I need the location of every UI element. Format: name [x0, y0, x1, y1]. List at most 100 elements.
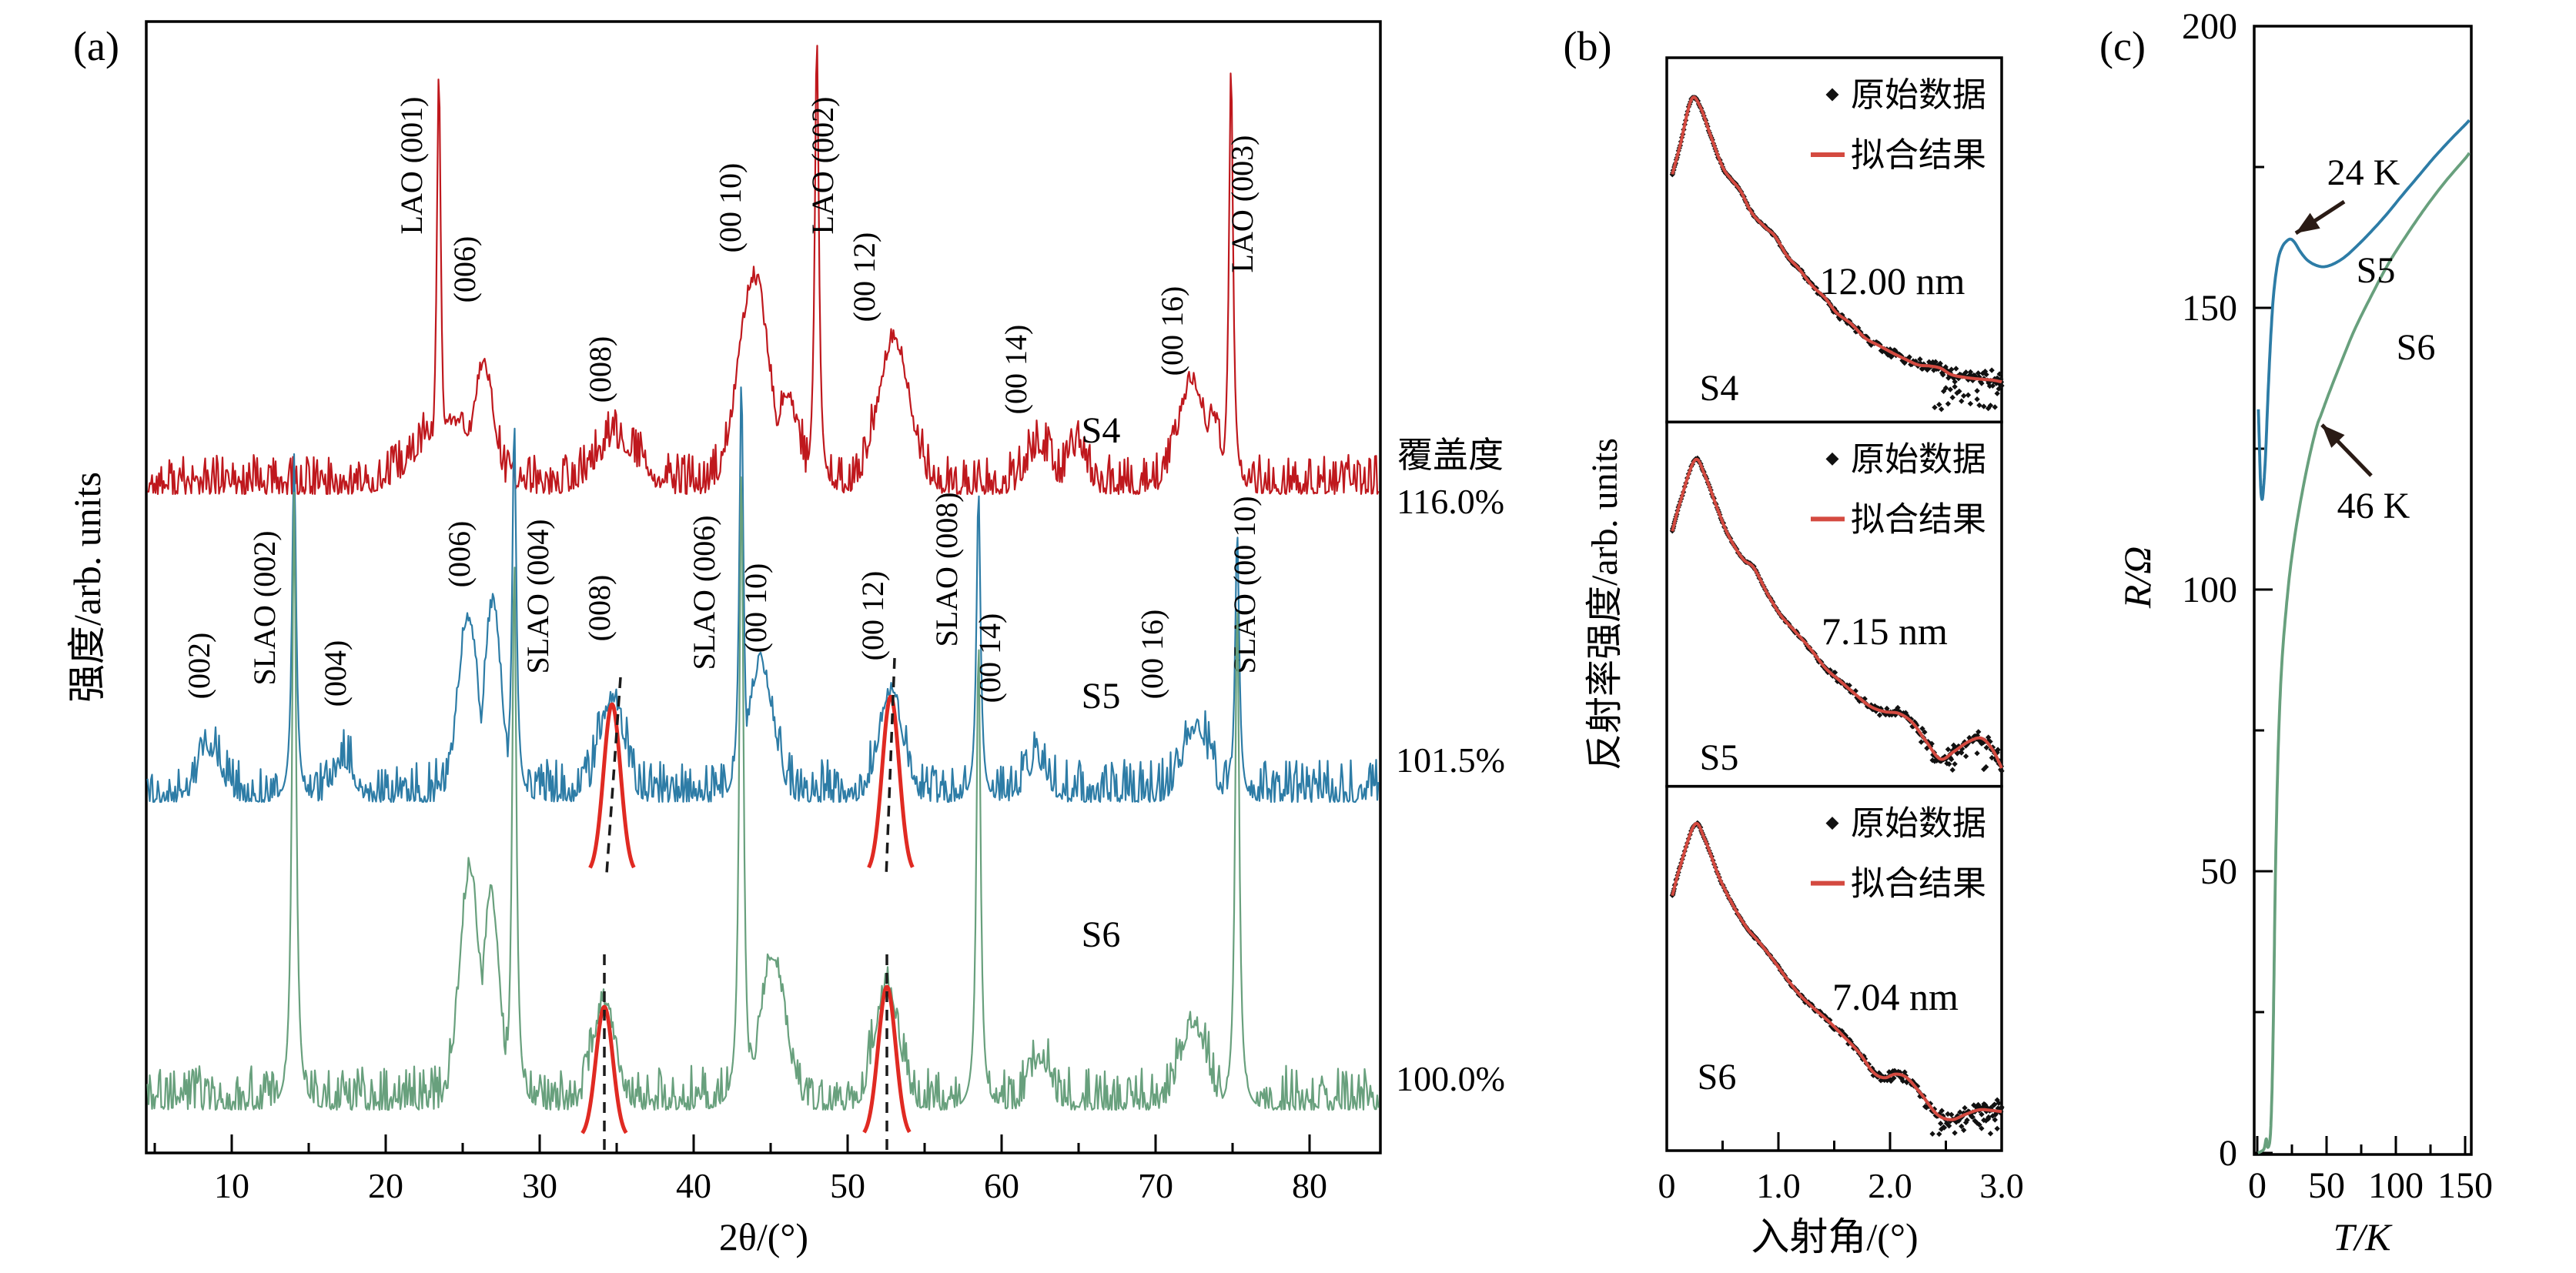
x-tick-label: 30 — [522, 1166, 557, 1205]
x-tick-label: 10 — [214, 1166, 249, 1205]
peak-label: (00 12) — [855, 571, 890, 661]
xrr-data-dot — [1939, 406, 1945, 413]
xrr-data-dot — [1961, 393, 1967, 399]
xrr-data-dot — [1929, 1131, 1935, 1137]
x-tick-label: 20 — [368, 1166, 403, 1205]
x-tick-label: 1.0 — [1756, 1166, 1801, 1205]
peak-label: (00 14) — [999, 325, 1033, 415]
y-tick-label: 200 — [2182, 6, 2237, 47]
xrr-data-dot — [1945, 400, 1952, 407]
xrr-fit-S5 — [1671, 457, 2003, 769]
legend-fit-label: 拟合结果 — [1851, 136, 1986, 174]
xrr-data-dot — [1979, 1125, 1985, 1131]
xrr-data-dot — [1947, 386, 1953, 393]
peak-label: LAO (002) — [805, 97, 840, 235]
legend-fit-label: 拟合结果 — [1851, 865, 1986, 903]
xrr-data-dot — [1987, 1131, 1994, 1137]
peak-label: (00 10) — [713, 163, 748, 253]
legend-diamond-icon — [1825, 452, 1839, 466]
panel-c: 0 50 100 150 200 0 50 100 150 — [2182, 6, 2493, 1206]
xrr-data-dot — [1936, 401, 1942, 408]
xrr-data-dot — [1994, 1125, 2000, 1132]
xrr-data-dot — [1961, 1127, 1967, 1134]
xrr-data-dot — [1985, 1116, 1992, 1122]
gaussian-fit-0 — [588, 702, 636, 869]
legend-data-label: 原始数据 — [1851, 805, 1986, 843]
legend-diamond-icon — [1825, 88, 1839, 102]
xrr-data-dot — [1969, 1114, 1975, 1121]
xrr-data-dot — [1976, 1121, 1982, 1128]
y-tick-label: 150 — [2182, 288, 2237, 329]
y-tick-label: 50 — [2200, 851, 2237, 892]
xrr-data-dot — [1952, 760, 1958, 767]
xrr-data-dot — [1962, 1119, 1969, 1126]
xrr-data-dot — [1994, 390, 2000, 396]
xrr-data-dot — [1888, 1078, 1894, 1084]
peak-label: SLAO (002) — [247, 530, 282, 685]
xrr-data-dot — [1959, 1123, 1965, 1130]
xrr-data-dot — [1953, 366, 1959, 372]
peak-label: SLAO (004) — [520, 519, 555, 673]
xrd-trace-S6 — [146, 476, 1380, 1111]
peak-label: (002) — [182, 633, 216, 700]
xrr-data-dot — [1945, 746, 1952, 753]
x-tick-label: 70 — [1138, 1166, 1173, 1205]
xrr-data-dot — [1996, 1100, 2002, 1106]
x-tick-label: 40 — [676, 1166, 711, 1205]
gaussian-fit-3 — [862, 984, 912, 1134]
xrr-data-dot — [1979, 1111, 1985, 1118]
x-tick-label: 50 — [830, 1166, 865, 1205]
xrr-data-dot — [1959, 398, 1965, 404]
x-tick-label: 100 — [2368, 1165, 2424, 1206]
x-tick-label: 60 — [984, 1166, 1019, 1205]
xrr-data-dot — [1976, 402, 1982, 409]
peak-label: SLAO (00 10) — [1227, 496, 1262, 673]
x-tick-label: 50 — [2308, 1165, 2345, 1206]
xrr-data-dot — [1932, 404, 1938, 411]
xrr-data-dot — [1974, 396, 1980, 403]
xrr-data-dot — [1967, 400, 1974, 407]
xrr-data-dot — [1949, 1111, 1955, 1118]
x-tick-label: 0 — [1658, 1166, 1676, 1205]
xrr-data-dot — [1949, 394, 1955, 401]
peak-label: (006) — [442, 521, 477, 588]
xrr-data-dot — [1952, 383, 1958, 390]
xrr-data-dot — [1949, 767, 1955, 773]
x-tick-label: 0 — [2248, 1165, 2267, 1206]
gaussian-fit-1 — [867, 694, 915, 869]
xrr-data-dot — [1938, 1121, 1944, 1127]
peak-label: (008) — [582, 575, 617, 642]
xrr-fit-S6 — [1671, 821, 2003, 1121]
legend-data-label: 原始数据 — [1851, 76, 1986, 114]
xrr-data-dot — [1983, 763, 1989, 770]
peak-label: (008) — [583, 336, 617, 403]
rt-curve-S6 — [2257, 152, 2471, 1154]
dashed-guide-0 — [605, 677, 622, 874]
x-tick-label: 2.0 — [1868, 1166, 1912, 1205]
xrr-data-dot — [1945, 1111, 1951, 1118]
panel-a-frame — [145, 20, 1382, 1154]
panel-a: 10 20 30 40 50 60 70 80 LAO (001) (006) (008) (00 1… — [145, 20, 1382, 1205]
peak-label: (004) — [318, 640, 353, 707]
xrr-data-dot — [1945, 1123, 1952, 1129]
xrd-trace-S4 — [147, 45, 1380, 496]
xrr-data-dot — [1936, 1131, 1942, 1138]
xrr-data-dot — [1962, 753, 1969, 760]
annotation-arrow-0-head — [2296, 212, 2320, 233]
peak-label: (00 12) — [847, 232, 882, 322]
legend-diamond-icon — [1825, 817, 1839, 830]
xrr-data-dot — [1952, 1130, 1958, 1136]
peak-label: LAO (003) — [1225, 135, 1260, 273]
peak-label: SLAO (006) — [687, 515, 721, 670]
peak-label: (00 10) — [738, 563, 773, 653]
xrr-fit-S4 — [1671, 95, 2003, 384]
peak-label: LAO (001) — [394, 97, 429, 235]
xrr-data-dot — [1891, 1075, 1897, 1081]
xrr-data-dot — [1962, 1104, 1968, 1111]
peak-label: (00 16) — [1155, 286, 1189, 376]
gaussian-fit-2 — [580, 1004, 628, 1134]
legend-data-label: 原始数据 — [1851, 440, 1986, 478]
